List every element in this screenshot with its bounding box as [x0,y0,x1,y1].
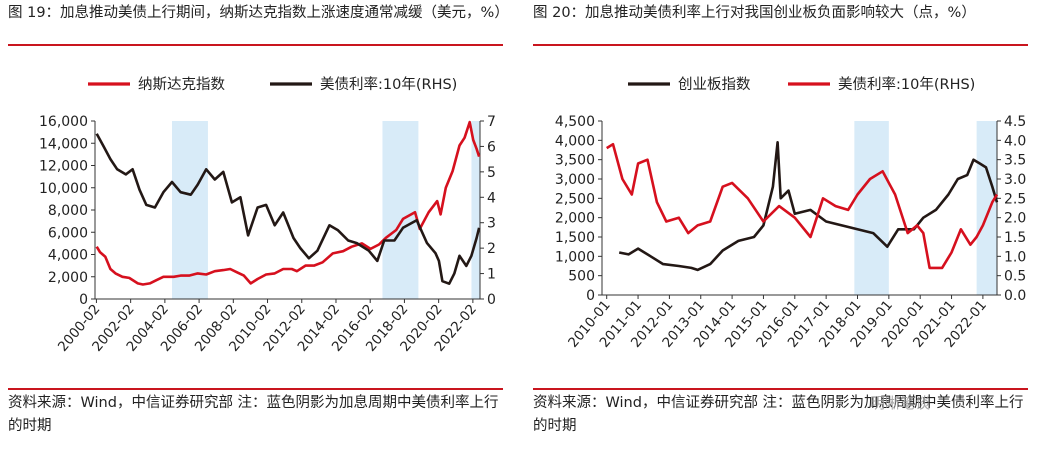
legend-label: 纳斯达克指数 [138,76,225,93]
left-tick-label: 14,000 [39,136,88,152]
title-rule [8,44,503,46]
legend-label: 美债利率:10年(RHS) [838,76,975,93]
source-note: 资料来源：Wind，中信证券研究部 注：蓝色阴影为加息周期中美债利率上行的时期 [533,395,1024,434]
left-tick-label: 2,000 [555,211,595,227]
right-tick-label: 7 [487,114,496,130]
rate-hike-shading [172,121,208,299]
left-tick-label: 3,500 [555,153,595,169]
right-tick-label: 4 [487,190,496,206]
series-line-primary [618,141,999,272]
right-tick-label: 0.5 [1004,269,1026,285]
left-tick-label: 2,500 [555,191,595,207]
source-note: 资料来源：Wind，中信证券研究部 注：蓝色阴影为加息周期中美债利率上行的时期 [8,395,499,434]
right-tick-label: 0 [487,292,496,308]
right-tick-label: 6 [487,139,496,155]
right-tick-label: 2 [487,241,496,257]
figure-20-panel: 图 20：加息推动美债利率上行对我国创业板负面影响较大（点，%） 0 500 1,0… [533,0,1033,449]
left-tick-label: 0 [586,288,595,304]
left-tick-label: 8,000 [48,203,88,219]
rate-hike-shading [382,121,419,299]
source-rule [533,388,1028,390]
right-tick-label: 3.0 [1004,172,1026,188]
series-line-secondary [95,133,481,285]
series-line-primary [95,120,481,286]
legend-label: 创业板指数 [678,75,751,93]
left-tick-label: 500 [568,269,595,285]
nasdaq-treasury-chart: 0 2,000 4,000 6,000 8,000 10,000 12,000 14,000 1… [39,76,496,355]
series-line-secondary [606,142,999,270]
right-tick-label: 5 [487,165,496,181]
right-tick-label: 2.0 [1004,211,1026,227]
left-tick-label: 10,000 [39,181,88,197]
left-tick-label: 1,000 [555,249,595,265]
legend-label: 美债利率:10年(RHS) [320,76,457,93]
left-tick-label: 4,500 [555,114,595,130]
wechat-watermark: 明晰笔谈 [870,394,931,412]
left-tick-label: 6,000 [48,225,88,241]
figure-title: 图 20：加息推动美债利率上行对我国创业板负面影响较大（点，%） [533,5,976,21]
rate-hike-shading [471,121,480,299]
right-tick-label: 4.0 [1004,133,1026,149]
chinext-treasury-chart: 0 500 1,000 1,500 2,000 2,500 3,000 3,500 4,000 4… [555,75,1026,351]
figure-19-panel: 图 19：加息推动美债上行期间，纳斯达克指数上涨速度通常减缓（美元，%） 0 2,… [8,0,509,449]
right-tick-label: 2.5 [1004,191,1026,207]
left-tick-label: 12,000 [39,159,88,175]
rate-hike-shading [854,121,889,295]
figure-title: 图 19：加息推动美债上行期间，纳斯达克指数上涨速度通常减缓（美元，%） [8,5,509,21]
right-tick-label: 1.0 [1004,249,1026,265]
left-tick-label: 2,000 [48,270,88,286]
left-tick-label: 4,000 [48,248,88,264]
rate-hike-shading [976,121,997,295]
left-tick-label: 0 [79,292,88,308]
right-tick-label: 0.0 [1004,288,1026,304]
right-tick-label: 3 [487,216,496,232]
right-tick-label: 3.5 [1004,153,1026,169]
left-tick-label: 1,500 [555,230,595,246]
left-tick-label: 3,000 [555,172,595,188]
right-tick-label: 1.5 [1004,230,1026,246]
left-tick-label: 4,000 [555,133,595,149]
source-rule [8,388,503,390]
left-tick-label: 16,000 [39,114,88,130]
title-rule [533,44,1028,46]
right-tick-label: 4.5 [1004,114,1026,130]
right-tick-label: 1 [487,267,496,283]
